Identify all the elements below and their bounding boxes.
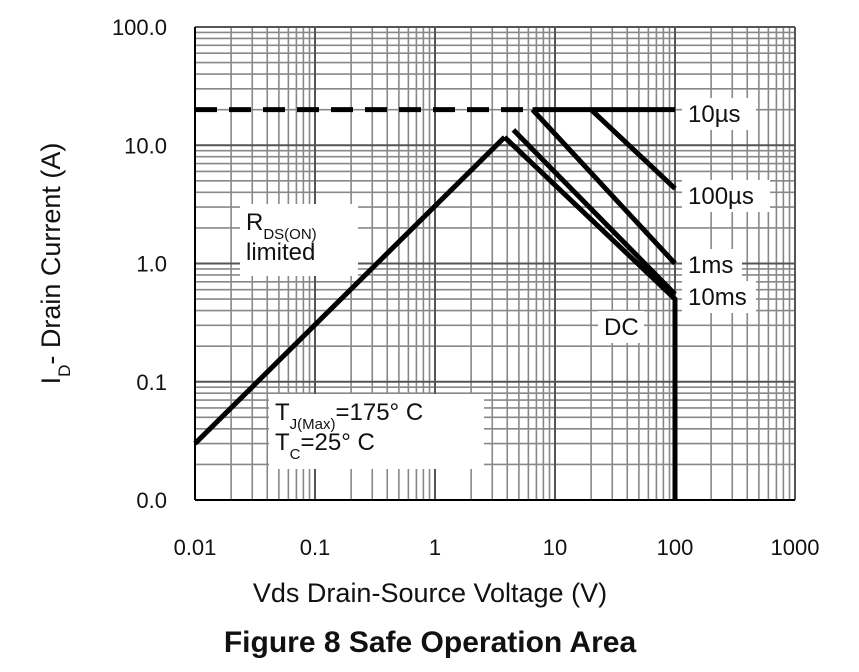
text-part: - Drain Current (A) bbox=[36, 143, 66, 365]
series-label-box bbox=[682, 249, 742, 281]
series-label: 1ms bbox=[688, 252, 733, 279]
series-line bbox=[502, 135, 678, 500]
text-part: T bbox=[275, 429, 290, 456]
series-label: 100µs bbox=[688, 183, 754, 210]
series-label: DC bbox=[604, 314, 639, 341]
x-tick-label: 1 bbox=[429, 535, 441, 560]
text-part: =25° C bbox=[301, 429, 375, 456]
annotation: TJ(Max)=175° C bbox=[275, 399, 423, 433]
y-tick-label: 100.0 bbox=[112, 15, 167, 40]
subscript: DS(ON) bbox=[263, 226, 316, 243]
y-axis-label-group: ID- Drain Current (A) bbox=[36, 143, 74, 385]
series-label-box bbox=[682, 180, 770, 212]
y-tick-label: 0.1 bbox=[136, 370, 167, 395]
subscript: D bbox=[55, 365, 74, 377]
chart-title: Figure 8 Safe Operation Area bbox=[224, 626, 637, 659]
series-line bbox=[530, 107, 677, 266]
annotation: limited bbox=[246, 239, 315, 266]
series-line bbox=[193, 135, 507, 446]
series-line bbox=[589, 107, 677, 191]
y-tick-label: 1.0 bbox=[136, 252, 167, 277]
x-tick-label: 0.1 bbox=[300, 535, 331, 560]
series-line bbox=[511, 128, 677, 296]
series-label-box bbox=[682, 98, 756, 130]
annotation-box bbox=[269, 394, 484, 469]
subscript: C bbox=[290, 446, 301, 463]
y-tick-label: 10.0 bbox=[124, 133, 167, 158]
series-label-box bbox=[682, 281, 756, 313]
x-axis-label: Vds Drain-Source Voltage (V) bbox=[253, 578, 607, 608]
text-part: limited bbox=[246, 239, 315, 266]
text-part: I bbox=[36, 377, 66, 385]
x-tick-label: 1000 bbox=[771, 535, 820, 560]
text-part: R bbox=[246, 209, 263, 236]
series-label: 10ms bbox=[688, 284, 747, 311]
x-tick-label: 0.01 bbox=[174, 535, 217, 560]
subscript: J(Max) bbox=[290, 416, 336, 433]
y-axis-label: ID- Drain Current (A) bbox=[36, 143, 74, 385]
annotation: TC=25° C bbox=[275, 429, 375, 463]
x-tick-label: 100 bbox=[657, 535, 694, 560]
y-tick-label: 0.0 bbox=[136, 488, 167, 513]
text-part: =175° C bbox=[336, 399, 424, 426]
annotation-box bbox=[240, 204, 358, 276]
series-label-box bbox=[598, 311, 644, 343]
series-label: 10µs bbox=[688, 101, 741, 128]
annotation: RDS(ON) bbox=[246, 209, 317, 243]
x-tick-label: 10 bbox=[543, 535, 567, 560]
text-part: T bbox=[275, 399, 290, 426]
